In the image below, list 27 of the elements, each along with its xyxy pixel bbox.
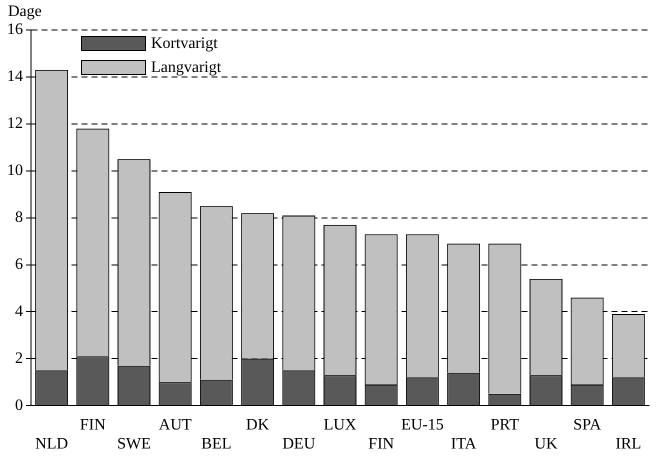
y-tick-label: 2 [15,350,23,367]
legend-label: Langvarigt [151,59,222,76]
x-tick-label: DEU [282,436,316,453]
legend-label: Kortvarigt [151,35,218,52]
y-tick-label: 10 [7,162,23,180]
y-tick-label: 6 [15,256,23,273]
x-tick-label: BEL [201,436,232,453]
x-tick-label: LUX [324,416,357,434]
y-tick-label: 4 [15,302,23,320]
x-tick-label: AUT [158,416,192,434]
x-tick-label: SPA [573,416,602,434]
x-tick-label: NLD [35,436,68,453]
y-axis-title: Dage [8,3,42,20]
x-tick-label: DK [246,416,270,434]
x-tick-label: UK [534,436,558,453]
y-tick-label: 8 [15,209,23,226]
x-tick-label: IRL [616,436,642,453]
y-tick-label: 0 [15,396,23,414]
y-tick-label: 16 [7,21,23,38]
x-tick-label: FIN [368,436,395,453]
x-tick-label: FIN [80,416,106,434]
y-tick-label: 14 [7,68,23,86]
x-tick-label: PRT [490,416,520,434]
x-tick-label: ITA [450,436,477,453]
x-tick-label: SWE [117,436,151,453]
x-tick-label: EU-15 [401,416,444,434]
y-tick-label: 12 [7,115,23,132]
